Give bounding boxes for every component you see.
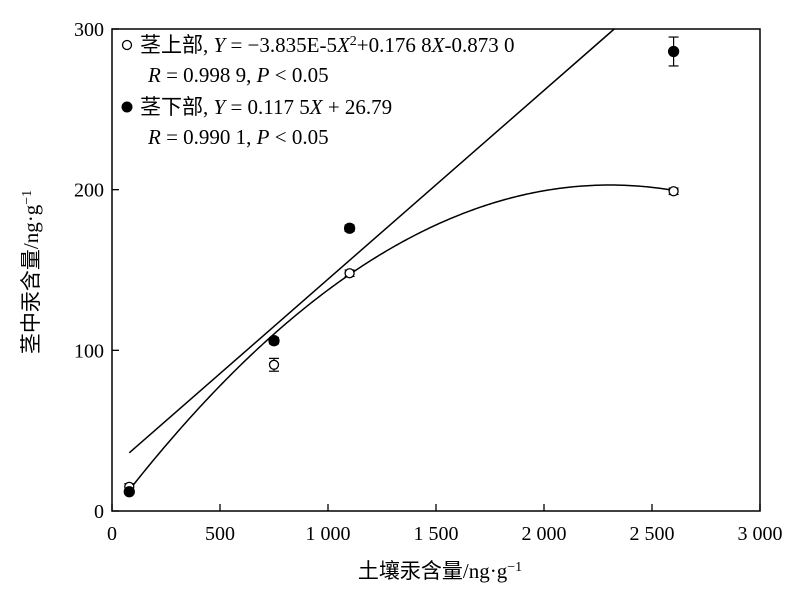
legend-stats-upper: R = 0.998 9, P < 0.05 <box>147 63 329 87</box>
plot-area: 0 500 1 000 1 500 2 000 2 500 3 000 0 100 200 300 <box>74 19 783 545</box>
y-axis-title: 茎中汞含量/ng·g−1 <box>19 190 43 354</box>
y-tick-label: 0 <box>94 501 104 523</box>
x-axis-title: 土壤汞含量/ng·g−1 <box>358 559 522 583</box>
legend-entry-upper: 茎上部, Y = −3.835E-5X2+0.176 8X-0.873 0 <box>140 33 514 57</box>
point-upper <box>268 359 280 370</box>
x-tick-label: 1 500 <box>414 523 459 545</box>
x-axis: 0 500 1 000 1 500 2 000 2 500 3 000 <box>107 504 783 545</box>
x-tick-label: 0 <box>107 523 117 545</box>
x-tick-label: 3 000 <box>738 523 783 545</box>
x-tick-label: 1 000 <box>306 523 351 545</box>
point-upper <box>668 186 679 197</box>
point-lower <box>268 335 280 347</box>
legend-marker-open <box>121 39 133 51</box>
y-axis: 0 100 200 300 <box>74 19 119 523</box>
fit-line-lower <box>128 28 615 454</box>
y-tick-label: 100 <box>74 340 104 362</box>
data-points <box>123 36 680 498</box>
legend-entry-lower: 茎下部, Y = 0.117 5X + 26.79 <box>140 95 392 119</box>
point-lower <box>667 45 680 58</box>
x-tick-label: 2 500 <box>630 523 675 545</box>
y-tick-label: 200 <box>74 180 104 202</box>
fit-lines <box>128 28 674 491</box>
legend-marker-filled <box>121 101 133 113</box>
x-tick-label: 500 <box>205 523 235 545</box>
fit-curve-upper <box>128 184 674 491</box>
point-lower <box>343 222 356 234</box>
y-tick-label: 300 <box>74 19 104 41</box>
legend: 茎上部, Y = −3.835E-5X2+0.176 8X-0.873 0 R … <box>121 33 514 149</box>
point-lower <box>123 486 135 498</box>
point-upper <box>344 268 355 279</box>
legend-stats-lower: R = 0.990 1, P < 0.05 <box>147 125 329 149</box>
x-tick-label: 2 000 <box>522 523 567 545</box>
